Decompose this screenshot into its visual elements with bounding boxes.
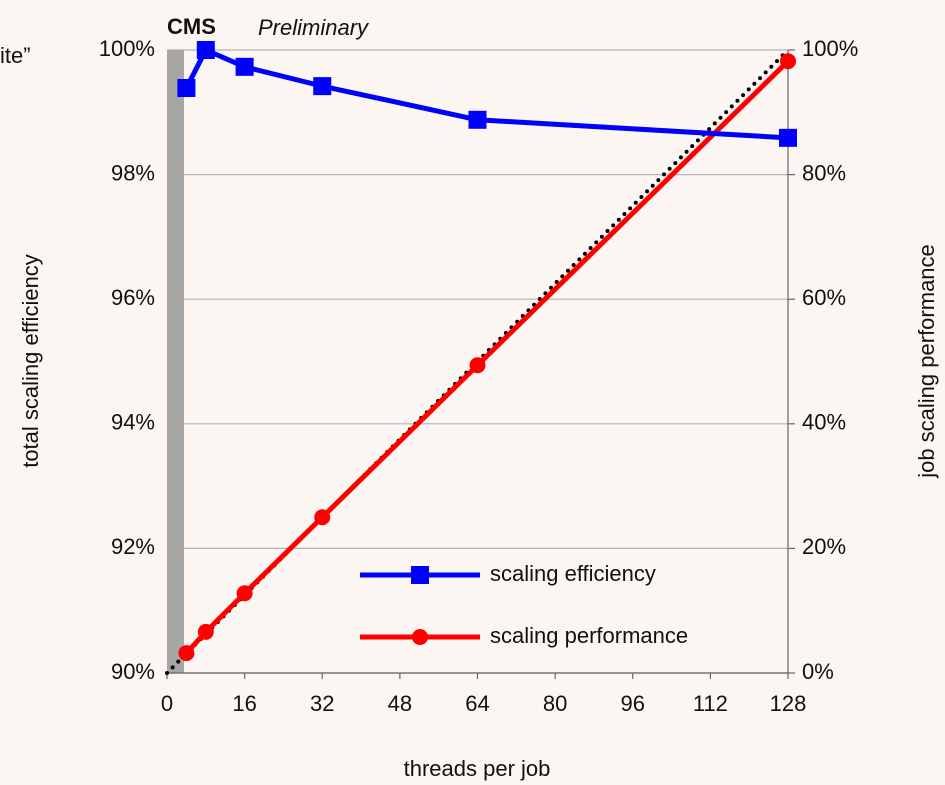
x-tick-label: 96 <box>621 691 645 716</box>
chart-title: CMS <box>167 14 216 39</box>
data-point <box>469 111 487 129</box>
y-tick-label: 92% <box>111 534 155 559</box>
legend-marker <box>411 566 429 584</box>
chart: CMS Preliminary ite” threads per job tot… <box>0 0 945 785</box>
x-tick-label: 128 <box>770 691 807 716</box>
y2-tick-label: 40% <box>802 410 846 435</box>
annotation: ite” <box>0 43 31 68</box>
x-tick-label: 48 <box>388 691 412 716</box>
data-point <box>313 77 331 95</box>
legend-marker <box>412 629 428 645</box>
data-point <box>779 129 797 147</box>
x-tick-label: 16 <box>232 691 256 716</box>
series-line <box>186 61 788 653</box>
series-line <box>186 50 788 138</box>
y2-axis-label: job scaling performance <box>914 244 939 479</box>
data-point <box>780 53 796 69</box>
y2-tick-label: 100% <box>802 36 858 61</box>
page: {"chart_data": { "type": "line", "title"… <box>0 0 945 785</box>
y-tick-label: 96% <box>111 285 155 310</box>
x-tick-label: 32 <box>310 691 334 716</box>
data-point <box>177 79 195 97</box>
data-point <box>236 58 254 76</box>
x-axis-label: threads per job <box>404 756 551 781</box>
x-tick-label: 112 <box>693 691 728 716</box>
y-tick-label: 94% <box>111 410 155 435</box>
y-tick-label: 98% <box>111 160 155 185</box>
y-tick-label: 90% <box>111 659 155 684</box>
chart-subtitle: Preliminary <box>258 15 370 40</box>
y2-tick-label: 0% <box>802 659 834 684</box>
y2-tick-label: 60% <box>802 285 846 310</box>
data-point <box>198 624 214 640</box>
legend-label: scaling efficiency <box>490 561 656 586</box>
y2-tick-label: 80% <box>802 160 846 185</box>
data-point <box>237 585 253 601</box>
y2-tick-label: 20% <box>802 534 846 559</box>
x-tick-label: 80 <box>543 691 567 716</box>
y-tick-label: 100% <box>99 36 155 61</box>
x-tick-label: 64 <box>465 691 489 716</box>
data-point <box>314 509 330 525</box>
x-tick-label: 0 <box>161 691 173 716</box>
data-point <box>178 645 194 661</box>
y-axis-label: total scaling efficiency <box>18 254 43 468</box>
legend-label: scaling performance <box>490 623 688 648</box>
data-point <box>470 357 486 373</box>
data-point <box>197 41 215 59</box>
shaded-region <box>167 50 184 673</box>
